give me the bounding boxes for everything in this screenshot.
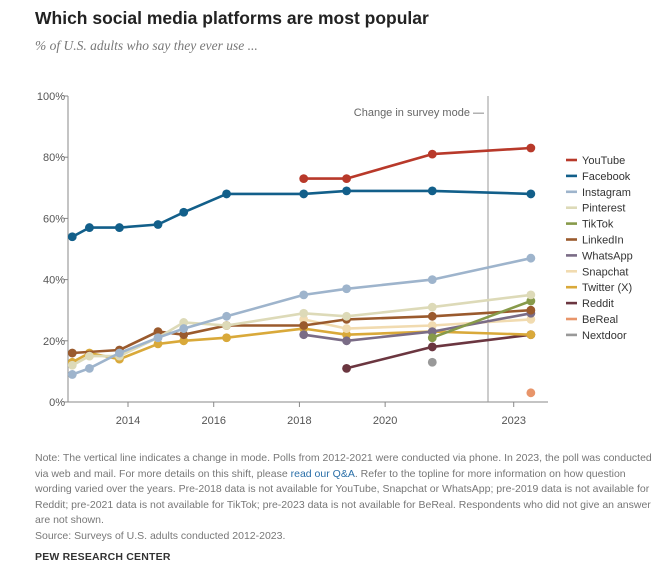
series-line-facebook bbox=[71, 189, 533, 239]
legend-label-bereal: BeReal bbox=[582, 314, 618, 326]
y-tick-label: 60% bbox=[43, 213, 65, 225]
legend-label-linkedin: LinkedIn bbox=[582, 235, 624, 247]
source-text: Source: Surveys of U.S. adults conducted… bbox=[35, 529, 286, 542]
data-point-instagram bbox=[85, 363, 94, 373]
data-point-twitter-x bbox=[153, 339, 163, 349]
data-point-linkedin bbox=[179, 330, 189, 340]
data-point-linkedin bbox=[67, 348, 77, 358]
data-point-twitter-x bbox=[179, 336, 189, 346]
data-point-instagram bbox=[427, 275, 437, 284]
x-tick-label: 2014 bbox=[116, 415, 140, 427]
data-point-youtube bbox=[526, 143, 536, 153]
data-point-pinterest bbox=[67, 360, 77, 370]
series-line-whatsapp bbox=[302, 311, 533, 343]
mode-change-annotation: Change in survey mode — bbox=[354, 107, 484, 119]
x-tick-label: 2023 bbox=[501, 415, 525, 427]
y-tick-label: 80% bbox=[43, 152, 65, 164]
series-line-reddit bbox=[345, 333, 533, 370]
data-point-pinterest bbox=[526, 290, 536, 300]
data-point-instagram bbox=[222, 311, 231, 321]
data-point-facebook bbox=[427, 186, 437, 196]
data-point-facebook bbox=[153, 220, 163, 229]
data-point-youtube bbox=[427, 149, 437, 159]
data-point-pinterest bbox=[342, 311, 351, 321]
x-tick-label: 2016 bbox=[201, 415, 225, 427]
legend-label-facebook: Facebook bbox=[582, 171, 631, 183]
data-point-facebook bbox=[115, 223, 124, 232]
data-point-facebook bbox=[222, 189, 231, 199]
data-point-tiktok bbox=[427, 333, 437, 343]
chart-note: Note: The vertical line indicates a chan… bbox=[35, 451, 665, 544]
data-point-reddit bbox=[427, 342, 437, 352]
data-point-whatsapp bbox=[299, 330, 309, 340]
data-point-instagram bbox=[115, 348, 124, 358]
data-point-instagram bbox=[526, 253, 536, 263]
data-point-instagram bbox=[299, 290, 309, 300]
legend-label-twitter-x: Twitter (X) bbox=[582, 282, 632, 294]
y-tick-label: 40% bbox=[43, 275, 65, 287]
data-point-instagram bbox=[342, 284, 351, 294]
data-point-snapchat bbox=[342, 324, 351, 333]
y-tick-label: 20% bbox=[43, 336, 65, 348]
data-point-nextdoor bbox=[427, 357, 437, 367]
data-point-youtube bbox=[342, 174, 351, 184]
brand-label: PEW RESEARCH CENTER bbox=[35, 551, 171, 563]
data-point-facebook bbox=[526, 189, 536, 199]
legend-label-tiktok: TikTok bbox=[582, 219, 614, 231]
data-point-pinterest bbox=[222, 321, 231, 330]
data-point-linkedin bbox=[153, 327, 163, 337]
note-text-1: Note: The vertical line indicates a chan… bbox=[35, 452, 652, 480]
data-point-whatsapp bbox=[342, 336, 351, 346]
data-point-linkedin bbox=[299, 321, 309, 330]
chart-title: Which social media platforms are most po… bbox=[35, 8, 429, 28]
legend-label-instagram: Instagram bbox=[582, 187, 631, 199]
y-tick-label: 100% bbox=[37, 91, 65, 103]
legend-label-snapchat: Snapchat bbox=[582, 266, 628, 278]
data-point-twitter-x bbox=[222, 333, 231, 343]
legend-label-reddit: Reddit bbox=[582, 298, 614, 310]
data-point-facebook bbox=[179, 207, 189, 217]
data-point-pinterest bbox=[427, 302, 437, 312]
data-point-linkedin bbox=[427, 311, 437, 321]
qa-link[interactable]: read our Q&A bbox=[290, 467, 355, 480]
data-point-pinterest bbox=[299, 308, 309, 318]
data-point-bereal bbox=[526, 388, 536, 398]
data-point-reddit bbox=[342, 363, 351, 373]
data-point-snapchat bbox=[526, 314, 536, 324]
legend-label-whatsapp: WhatsApp bbox=[582, 250, 633, 262]
series-line-tiktok bbox=[430, 299, 533, 340]
data-point-twitter-x bbox=[526, 330, 536, 340]
x-tick-label: 2018 bbox=[287, 415, 311, 427]
data-point-instagram bbox=[179, 324, 189, 333]
data-point-linkedin bbox=[526, 305, 536, 315]
series-line-youtube bbox=[302, 146, 533, 180]
legend-label-youtube: YouTube bbox=[582, 155, 625, 167]
y-tick-label: 0% bbox=[49, 397, 65, 409]
line-chart: 0% 20% 40% 60% 80% 100% 2014 2016 2018 2020 2023 Ch… bbox=[37, 91, 633, 427]
series-line-instagram bbox=[71, 256, 533, 376]
chart-subtitle: % of U.S. adults who say they ever use .… bbox=[35, 38, 258, 53]
data-point-pinterest bbox=[85, 351, 94, 361]
note-text-2: . Refer to the topline for more informat… bbox=[35, 467, 651, 527]
data-point-facebook bbox=[299, 189, 309, 199]
data-point-tiktok bbox=[526, 296, 536, 306]
data-point-instagram bbox=[67, 370, 77, 379]
x-tick-label: 2020 bbox=[373, 415, 397, 427]
data-point-pinterest bbox=[179, 318, 189, 327]
legend-label-nextdoor: Nextdoor bbox=[582, 330, 627, 342]
data-point-snapchat bbox=[299, 314, 309, 324]
data-point-whatsapp bbox=[427, 327, 437, 337]
data-point-facebook bbox=[342, 186, 351, 196]
data-point-twitter-x bbox=[342, 330, 351, 340]
data-point-snapchat bbox=[427, 321, 437, 330]
data-point-facebook bbox=[85, 223, 94, 232]
series-line-pinterest bbox=[71, 293, 533, 367]
data-point-youtube bbox=[299, 174, 309, 184]
legend-label-pinterest: Pinterest bbox=[582, 203, 625, 215]
data-point-facebook bbox=[67, 232, 77, 242]
data-point-instagram bbox=[153, 333, 163, 343]
